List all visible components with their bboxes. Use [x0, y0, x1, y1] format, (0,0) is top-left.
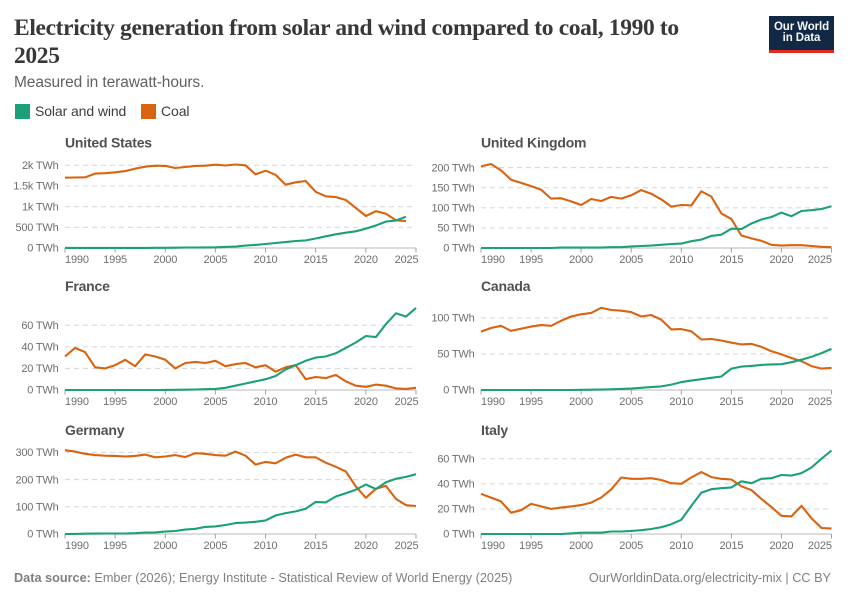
svg-text:2000: 2000 [153, 396, 177, 408]
svg-text:1995: 1995 [519, 396, 543, 408]
svg-text:300 TWh: 300 TWh [15, 447, 58, 459]
svg-text:Italy: Italy [481, 422, 508, 438]
svg-text:2000: 2000 [569, 254, 593, 266]
svg-text:60 TWh: 60 TWh [21, 320, 58, 332]
svg-text:100 TWh: 100 TWh [431, 313, 474, 325]
svg-text:1k TWh: 1k TWh [22, 201, 59, 213]
svg-text:2015: 2015 [304, 396, 328, 408]
svg-text:2020: 2020 [354, 396, 378, 408]
svg-text:2020: 2020 [354, 540, 378, 552]
svg-text:1990: 1990 [481, 254, 505, 266]
svg-text:2015: 2015 [304, 540, 328, 552]
svg-text:60 TWh: 60 TWh [437, 453, 474, 465]
svg-text:2000: 2000 [569, 540, 593, 552]
svg-text:2025: 2025 [395, 540, 419, 552]
svg-text:2k TWh: 2k TWh [22, 160, 59, 172]
svg-text:2005: 2005 [203, 540, 227, 552]
svg-text:2015: 2015 [719, 254, 743, 266]
svg-text:0 TWh: 0 TWh [27, 529, 58, 541]
svg-text:2010: 2010 [254, 540, 278, 552]
svg-text:2005: 2005 [203, 396, 227, 408]
svg-text:40 TWh: 40 TWh [21, 342, 58, 354]
svg-text:2025: 2025 [808, 540, 832, 552]
svg-text:0 TWh: 0 TWh [27, 385, 58, 397]
svg-text:2020: 2020 [769, 254, 793, 266]
svg-text:100 TWh: 100 TWh [15, 502, 58, 514]
svg-text:1990: 1990 [65, 254, 89, 266]
svg-text:0 TWh: 0 TWh [27, 243, 58, 255]
svg-text:2005: 2005 [619, 254, 643, 266]
svg-text:1990: 1990 [65, 396, 89, 408]
svg-text:2005: 2005 [619, 540, 643, 552]
svg-text:2020: 2020 [769, 396, 793, 408]
svg-text:1.5k TWh: 1.5k TWh [13, 181, 58, 193]
svg-text:2000: 2000 [569, 396, 593, 408]
svg-text:1995: 1995 [103, 254, 127, 266]
svg-text:1995: 1995 [519, 540, 543, 552]
svg-text:40 TWh: 40 TWh [437, 479, 474, 491]
svg-text:50 TWh: 50 TWh [437, 223, 474, 235]
svg-text:2010: 2010 [669, 540, 693, 552]
svg-text:2025: 2025 [395, 396, 419, 408]
svg-text:1990: 1990 [65, 540, 89, 552]
svg-text:2010: 2010 [254, 396, 278, 408]
svg-text:2000: 2000 [153, 254, 177, 266]
svg-text:2010: 2010 [669, 254, 693, 266]
svg-text:2020: 2020 [354, 254, 378, 266]
svg-text:France: France [65, 278, 110, 294]
svg-text:2025: 2025 [395, 254, 419, 266]
svg-text:200 TWh: 200 TWh [15, 474, 58, 486]
svg-text:2010: 2010 [254, 254, 278, 266]
svg-text:2020: 2020 [769, 540, 793, 552]
svg-text:0 TWh: 0 TWh [443, 385, 474, 397]
svg-text:2000: 2000 [153, 540, 177, 552]
svg-text:2025: 2025 [808, 254, 832, 266]
svg-text:500 TWh: 500 TWh [15, 222, 58, 234]
svg-text:Germany: Germany [65, 422, 125, 438]
svg-text:2025: 2025 [808, 396, 832, 408]
svg-text:2015: 2015 [719, 396, 743, 408]
svg-text:150 TWh: 150 TWh [431, 182, 474, 194]
svg-text:100 TWh: 100 TWh [431, 203, 474, 215]
svg-text:200 TWh: 200 TWh [431, 162, 474, 174]
svg-text:2015: 2015 [719, 540, 743, 552]
svg-text:1990: 1990 [481, 540, 505, 552]
svg-text:2005: 2005 [619, 396, 643, 408]
svg-text:United Kingdom: United Kingdom [481, 134, 586, 150]
svg-text:20 TWh: 20 TWh [437, 504, 474, 516]
svg-text:0 TWh: 0 TWh [443, 529, 474, 541]
svg-text:50 TWh: 50 TWh [437, 349, 474, 361]
svg-text:1995: 1995 [103, 396, 127, 408]
svg-text:1995: 1995 [519, 254, 543, 266]
svg-text:1995: 1995 [103, 540, 127, 552]
svg-text:1990: 1990 [481, 396, 505, 408]
svg-text:2005: 2005 [203, 254, 227, 266]
svg-text:2015: 2015 [304, 254, 328, 266]
svg-text:0 TWh: 0 TWh [443, 243, 474, 255]
svg-text:20 TWh: 20 TWh [21, 363, 58, 375]
svg-text:Canada: Canada [481, 278, 531, 294]
svg-text:United States: United States [65, 134, 152, 150]
svg-text:2010: 2010 [669, 396, 693, 408]
